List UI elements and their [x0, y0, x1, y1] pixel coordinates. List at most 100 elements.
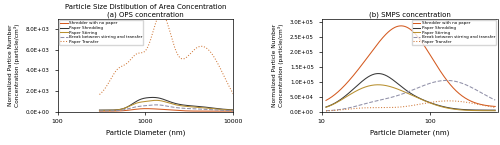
Paper Shredding	[390, 79, 396, 81]
Paper Shredding	[194, 105, 200, 107]
Break between stirring and transfer	[194, 108, 200, 110]
Break between stirring and transfer	[390, 96, 396, 98]
Shredder with no paper	[96, 110, 102, 112]
Paper Stirring	[150, 100, 156, 101]
Paper Transfer	[446, 100, 452, 102]
Paper Shredding	[181, 104, 187, 106]
Paper Shredding	[375, 73, 381, 74]
Paper Transfer	[194, 47, 200, 48]
Line: Break between stirring and transfer: Break between stirring and transfer	[100, 105, 234, 111]
Title: (b) SMPS concentration: (b) SMPS concentration	[368, 11, 450, 18]
Break between stirring and transfer	[446, 80, 452, 81]
Break between stirring and transfer	[153, 104, 159, 106]
Break between stirring and transfer	[181, 107, 187, 109]
Paper Shredding	[446, 107, 452, 109]
Paper Transfer	[96, 94, 102, 95]
Legend: Shredder with no paper, Paper Shredding, Paper Stirring, Break between stirring : Shredder with no paper, Paper Shredding,…	[412, 20, 496, 45]
Paper Stirring	[344, 96, 349, 98]
Shredder with no paper	[194, 110, 200, 112]
Shredder with no paper	[181, 110, 187, 112]
Paper Transfer	[492, 107, 498, 108]
Shredder with no paper	[230, 110, 236, 112]
Paper Stirring	[230, 109, 236, 111]
Paper Shredding	[492, 109, 498, 111]
Break between stirring and transfer	[150, 104, 156, 106]
X-axis label: Particle Diameter (nm): Particle Diameter (nm)	[370, 130, 449, 136]
Y-axis label: Normalized Partice Number
Concentration (particle/cm³): Normalized Partice Number Concentration …	[8, 23, 20, 107]
Break between stirring and transfer	[112, 110, 118, 112]
Paper Stirring	[112, 109, 118, 111]
Paper Transfer	[140, 52, 146, 53]
Paper Shredding	[140, 98, 146, 99]
Line: Paper Transfer: Paper Transfer	[100, 13, 234, 95]
Break between stirring and transfer	[492, 99, 498, 101]
Paper Transfer	[112, 70, 118, 72]
Shredder with no paper	[398, 25, 404, 27]
Shredder with no paper	[323, 99, 329, 101]
Paper Shredding	[96, 109, 102, 111]
Paper Shredding	[344, 94, 349, 96]
Paper Transfer	[445, 100, 451, 102]
Break between stirring and transfer	[140, 105, 146, 107]
Paper Stirring	[181, 105, 187, 107]
Paper Shredding	[430, 103, 436, 105]
Paper Stirring	[140, 101, 146, 103]
Paper Stirring	[446, 107, 452, 109]
Paper Shredding	[446, 107, 452, 109]
Paper Shredding	[230, 109, 236, 111]
Line: Break between stirring and transfer: Break between stirring and transfer	[326, 80, 495, 111]
Paper Transfer	[390, 107, 396, 108]
Paper Stirring	[446, 108, 452, 109]
Paper Transfer	[230, 93, 236, 95]
Break between stirring and transfer	[230, 110, 236, 112]
Shredder with no paper	[344, 83, 349, 85]
Paper Shredding	[150, 97, 156, 98]
Paper Transfer	[344, 108, 349, 110]
Shredder with no paper	[492, 106, 498, 107]
Title: Particle Size Distibution of Area Concentration
(a) OPS concentration: Particle Size Distibution of Area Concen…	[65, 4, 226, 18]
Break between stirring and transfer	[444, 80, 450, 81]
Shredder with no paper	[390, 28, 396, 29]
Paper Stirring	[194, 106, 200, 108]
Break between stirring and transfer	[194, 108, 200, 110]
Shredder with no paper	[140, 108, 146, 110]
Break between stirring and transfer	[430, 82, 436, 84]
Paper Stirring	[430, 103, 436, 105]
Line: Paper Stirring: Paper Stirring	[326, 85, 495, 111]
Paper Shredding	[112, 109, 118, 111]
Paper Transfer	[150, 32, 156, 34]
Line: Paper Shredding: Paper Shredding	[100, 97, 234, 110]
Paper Stirring	[323, 106, 329, 108]
Shredder with no paper	[378, 39, 384, 40]
Shredder with no paper	[112, 110, 118, 112]
Paper Shredding	[378, 73, 384, 75]
Paper Transfer	[378, 107, 384, 108]
Paper Shredding	[323, 106, 329, 108]
Paper Shredding	[194, 105, 200, 107]
Paper Transfer	[446, 100, 452, 102]
Paper Transfer	[181, 58, 187, 60]
Line: Shredder with no paper: Shredder with no paper	[100, 109, 234, 111]
Shredder with no paper	[143, 108, 149, 109]
Legend: Shredder with no paper, Paper Shredding, Paper Stirring, Break between stirring : Shredder with no paper, Paper Shredding,…	[59, 20, 144, 45]
Y-axis label: Normalized Particle Number
Concentration (particle/cm³): Normalized Particle Number Concentration…	[272, 23, 284, 107]
Paper Transfer	[194, 47, 200, 49]
Shredder with no paper	[150, 108, 156, 110]
Paper Stirring	[492, 110, 498, 112]
Line: Paper Stirring: Paper Stirring	[100, 100, 234, 110]
X-axis label: Particle Diameter (nm): Particle Diameter (nm)	[106, 130, 185, 136]
Paper Transfer	[323, 110, 329, 112]
Paper Shredding	[150, 97, 156, 98]
Paper Stirring	[194, 106, 200, 108]
Paper Stirring	[96, 109, 102, 111]
Paper Stirring	[153, 99, 159, 101]
Paper Transfer	[430, 101, 436, 103]
Line: Paper Transfer: Paper Transfer	[326, 101, 495, 111]
Paper Stirring	[378, 84, 384, 86]
Line: Shredder with no paper: Shredder with no paper	[326, 26, 495, 106]
Paper Transfer	[158, 12, 164, 14]
Break between stirring and transfer	[446, 80, 452, 81]
Paper Stirring	[375, 84, 381, 86]
Paper Stirring	[390, 87, 396, 88]
Shredder with no paper	[430, 58, 436, 60]
